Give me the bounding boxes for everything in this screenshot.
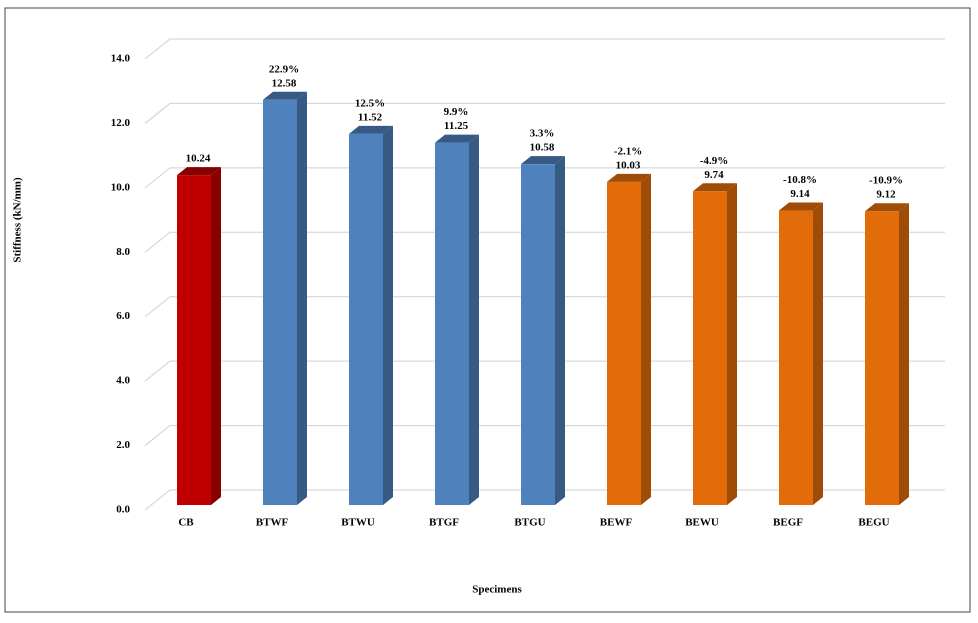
bar-side [383,125,393,506]
grid-line [144,296,945,318]
change-label: -2.1% [614,145,642,157]
bar-side [813,202,823,505]
bar-top [263,91,307,100]
value-label: 9.74 [704,169,724,181]
change-label: -4.9% [700,155,728,167]
value-label: 11.52 [358,111,383,123]
grid-line [144,38,945,60]
value-label: 9.12 [876,189,896,201]
y-tick-label: 12.0 [111,117,131,129]
bar-top [607,173,651,182]
bar [779,210,813,505]
bar [263,99,297,505]
bar-side [211,167,221,505]
x-tick-label: BTWF [256,517,289,529]
bar-top [779,202,823,211]
bar-side [899,203,909,505]
frame [4,7,971,613]
x-tick-label: BTWU [341,517,375,529]
value-label: 11.25 [444,120,469,132]
change-label: 9.9% [444,106,469,118]
y-tick-label: 6.0 [116,310,130,322]
grid-line [144,489,945,511]
x-axis-title: Specimens [472,584,522,596]
x-tick-label: BEWF [600,517,633,529]
bar [607,181,641,505]
grid-line [144,425,945,446]
change-label: 12.5% [355,97,385,109]
y-tick-label: 14.0 [111,53,131,65]
bar-top [435,134,479,143]
bar-side [641,173,651,505]
x-tick-label: CB [178,517,194,529]
change-label: 3.3% [530,128,555,140]
change-label: -10.9% [869,175,903,187]
bar [865,211,899,505]
value-label: 12.58 [272,77,297,89]
value-label: 10.58 [530,142,555,154]
x-tick-label: BEGU [858,517,889,529]
bar-top [521,156,565,165]
x-tick-label: BEGF [773,517,803,529]
bar-side [297,91,307,505]
value-label: 10.03 [616,159,641,171]
y-tick-label: 4.0 [116,375,130,387]
change-label: 22.9% [269,63,299,75]
bar [521,164,555,505]
bar [349,133,383,506]
bar [693,191,727,506]
bar [435,142,469,505]
bar-top [865,203,909,212]
y-tick-label: 0.0 [116,504,130,516]
grid-line [144,360,945,382]
x-tick-label: BEWU [685,517,719,529]
bar-side [469,134,479,505]
grid-line [144,167,945,189]
grid-line [144,102,945,124]
x-tick-label: BTGU [514,517,545,529]
y-axis-title: Stiffness (kN/mm) [12,177,24,263]
bar-side [727,183,737,506]
value-label: 10.24 [186,153,211,165]
bar-top [177,167,221,176]
y-tick-label: 2.0 [116,439,130,451]
y-tick-label: 10.0 [111,181,131,193]
bar-top [349,125,393,134]
bar-top [693,183,737,192]
y-tick-label: 8.0 [116,246,130,258]
change-label: -10.8% [783,174,817,186]
grid-line [144,231,945,253]
bar [177,175,211,505]
bar-side [555,156,565,505]
value-label: 9.14 [790,188,810,200]
x-tick-label: BTGF [429,517,459,529]
